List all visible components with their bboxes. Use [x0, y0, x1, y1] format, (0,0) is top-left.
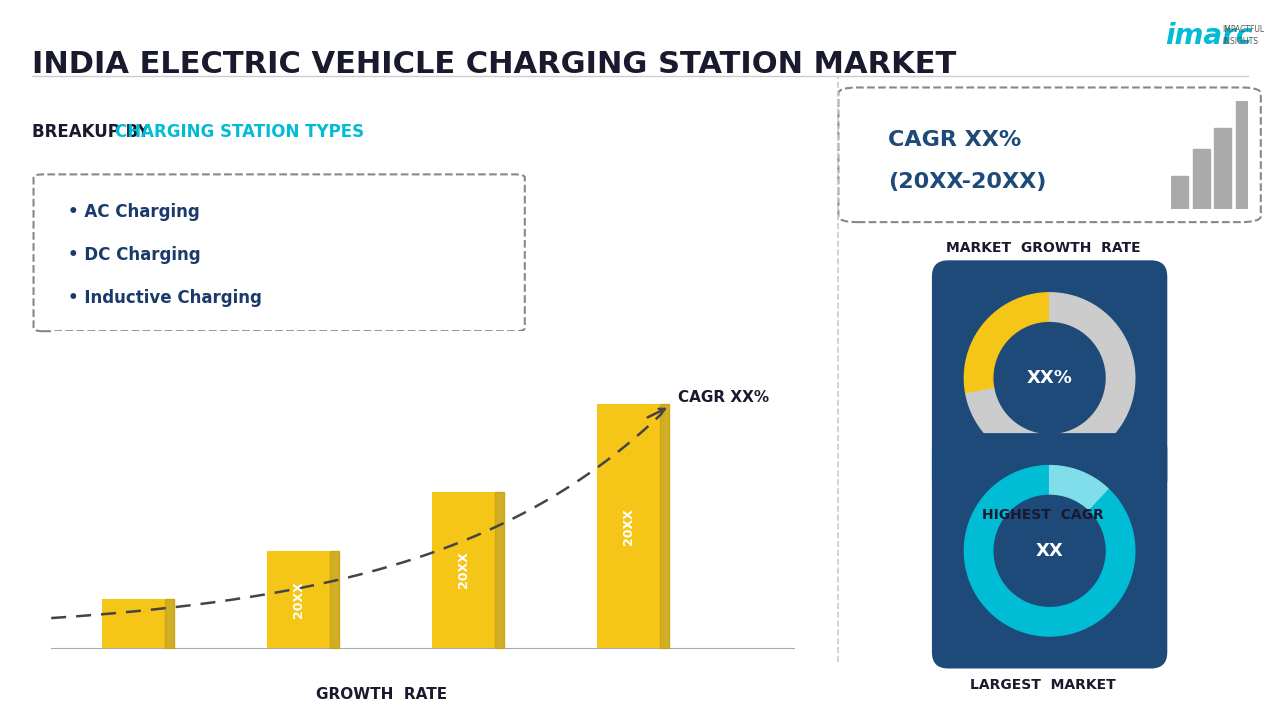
- Polygon shape: [966, 293, 1135, 463]
- Bar: [268, 551, 330, 648]
- Text: XX: XX: [1036, 541, 1064, 560]
- Text: CAGR XX%: CAGR XX%: [888, 130, 1021, 150]
- Text: BREAKUP BY: BREAKUP BY: [32, 124, 155, 141]
- FancyBboxPatch shape: [33, 174, 525, 331]
- FancyBboxPatch shape: [932, 261, 1167, 495]
- Bar: [1171, 176, 1188, 209]
- Text: • Inductive Charging: • Inductive Charging: [68, 289, 261, 307]
- FancyBboxPatch shape: [932, 433, 1167, 668]
- Text: CAGR XX%: CAGR XX%: [678, 390, 769, 405]
- Text: LARGEST  MARKET: LARGEST MARKET: [970, 678, 1116, 692]
- Bar: [102, 599, 165, 648]
- Polygon shape: [1050, 466, 1108, 509]
- Bar: [1215, 127, 1231, 209]
- Bar: [433, 492, 495, 648]
- Polygon shape: [964, 293, 1050, 394]
- Text: XX%: XX%: [1027, 369, 1073, 387]
- Text: 20XX: 20XX: [457, 552, 470, 588]
- Text: imarc: imarc: [1165, 22, 1252, 50]
- Text: IMPACTFUL
INSIGHTS: IMPACTFUL INSIGHTS: [1222, 25, 1265, 46]
- Text: MARKET  GROWTH  RATE: MARKET GROWTH RATE: [946, 241, 1140, 255]
- Text: GROWTH  RATE: GROWTH RATE: [316, 687, 447, 702]
- Text: HIGHEST  CAGR: HIGHEST CAGR: [982, 508, 1105, 521]
- Text: 20XX: 20XX: [622, 508, 635, 544]
- Text: (20XX-20XX): (20XX-20XX): [888, 172, 1047, 192]
- Text: INDIA ELECTRIC VEHICLE CHARGING STATION MARKET: INDIA ELECTRIC VEHICLE CHARGING STATION …: [32, 50, 956, 79]
- Bar: [1193, 149, 1210, 209]
- Bar: [598, 405, 660, 648]
- Text: • AC Charging: • AC Charging: [68, 203, 200, 222]
- Text: • DC Charging: • DC Charging: [68, 246, 200, 264]
- Text: 20XX: 20XX: [292, 581, 305, 618]
- FancyBboxPatch shape: [838, 87, 1261, 222]
- Text: CHARGING STATION TYPES: CHARGING STATION TYPES: [115, 124, 365, 141]
- Polygon shape: [964, 466, 1135, 636]
- Bar: [1235, 101, 1253, 209]
